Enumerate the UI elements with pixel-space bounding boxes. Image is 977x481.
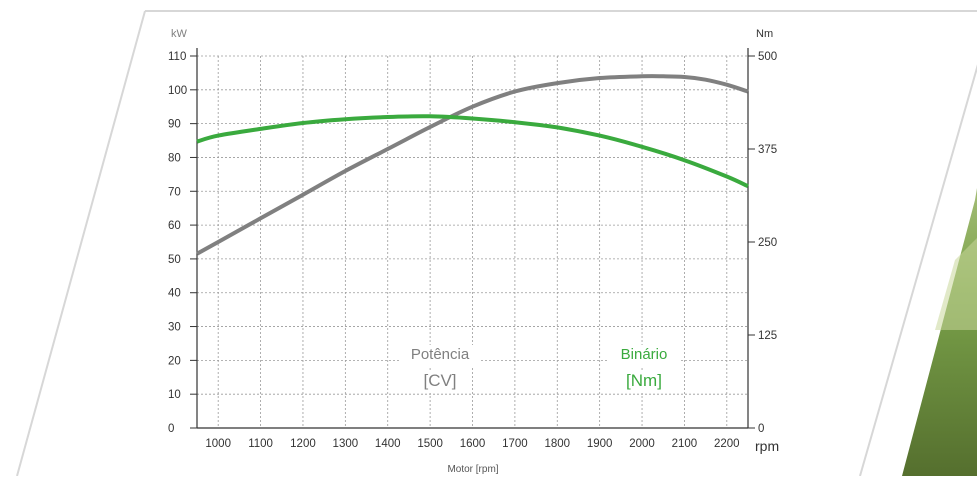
series-label-line: [Nm] (626, 371, 662, 390)
y-left-tick-label: 80 (168, 152, 181, 164)
series-label-line: [CV] (423, 371, 456, 390)
x-tick-label: 1500 (417, 438, 443, 450)
frame-left-slant (16, 10, 146, 477)
y-left-tick-label: 100 (168, 85, 187, 97)
y-right-tick-label: 125 (758, 330, 777, 342)
x-tick-label: 1000 (205, 438, 231, 450)
y-left-tick-label: 60 (168, 220, 181, 232)
x-tick-label: 1100 (248, 438, 273, 450)
series-label-line: Binário (621, 346, 668, 363)
x-tick-label: 2100 (672, 438, 698, 450)
y-left-tick-label: 10 (168, 389, 181, 401)
series-lines (196, 74, 749, 256)
y-right-tick-label: 0 (758, 423, 764, 435)
x-tick-label: 1200 (290, 438, 316, 450)
y-left-tick-label: 40 (168, 288, 181, 300)
background-photo (902, 188, 977, 476)
y-right-unit-label: Nm (756, 28, 773, 40)
y-left-tick-label: 20 (168, 355, 181, 367)
y-left-tick-label: 30 (168, 322, 181, 334)
frame-right-slant (859, 64, 977, 477)
series-label-bg (618, 370, 670, 393)
y-right-tick-label: 250 (758, 237, 777, 249)
y-right-tick-label: 500 (758, 51, 777, 63)
torque-series-line (196, 114, 749, 189)
x-unit-label: rpm (755, 438, 779, 454)
series-label-bg (399, 345, 481, 366)
series-label-bg (414, 370, 466, 393)
x-axis-title: Motor [rpm] (447, 464, 498, 475)
x-tick-label: 1900 (587, 438, 613, 450)
y-left-tick-label: 50 (168, 254, 181, 266)
y-left-tick-label: 70 (168, 186, 181, 198)
x-tick-label: 1800 (544, 438, 570, 450)
tick-labels: 0102030405060708090100110012525037550010… (168, 51, 777, 450)
x-tick-label: 1700 (502, 438, 528, 450)
y-left-tick-label: 0 (168, 423, 174, 435)
x-tick-label: 2000 (629, 438, 655, 450)
y-left-tick-label: 90 (168, 119, 181, 131)
series-label-bg (607, 345, 681, 366)
y-left-unit-label: kW (171, 28, 188, 40)
y-left-tick-label: 110 (168, 51, 186, 63)
power-series-line (196, 74, 749, 256)
y-right-tick-label: 375 (758, 144, 777, 156)
x-tick-label: 2200 (714, 438, 740, 450)
x-tick-label: 1600 (460, 438, 486, 450)
series-labels: Potência [CV] Binário [Nm] (399, 345, 681, 393)
photo-highlight (935, 238, 977, 330)
axes (196, 48, 749, 429)
series-label-line: Potência (411, 346, 470, 363)
x-tick-label: 1300 (333, 438, 359, 450)
x-tick-label: 1400 (375, 438, 401, 450)
